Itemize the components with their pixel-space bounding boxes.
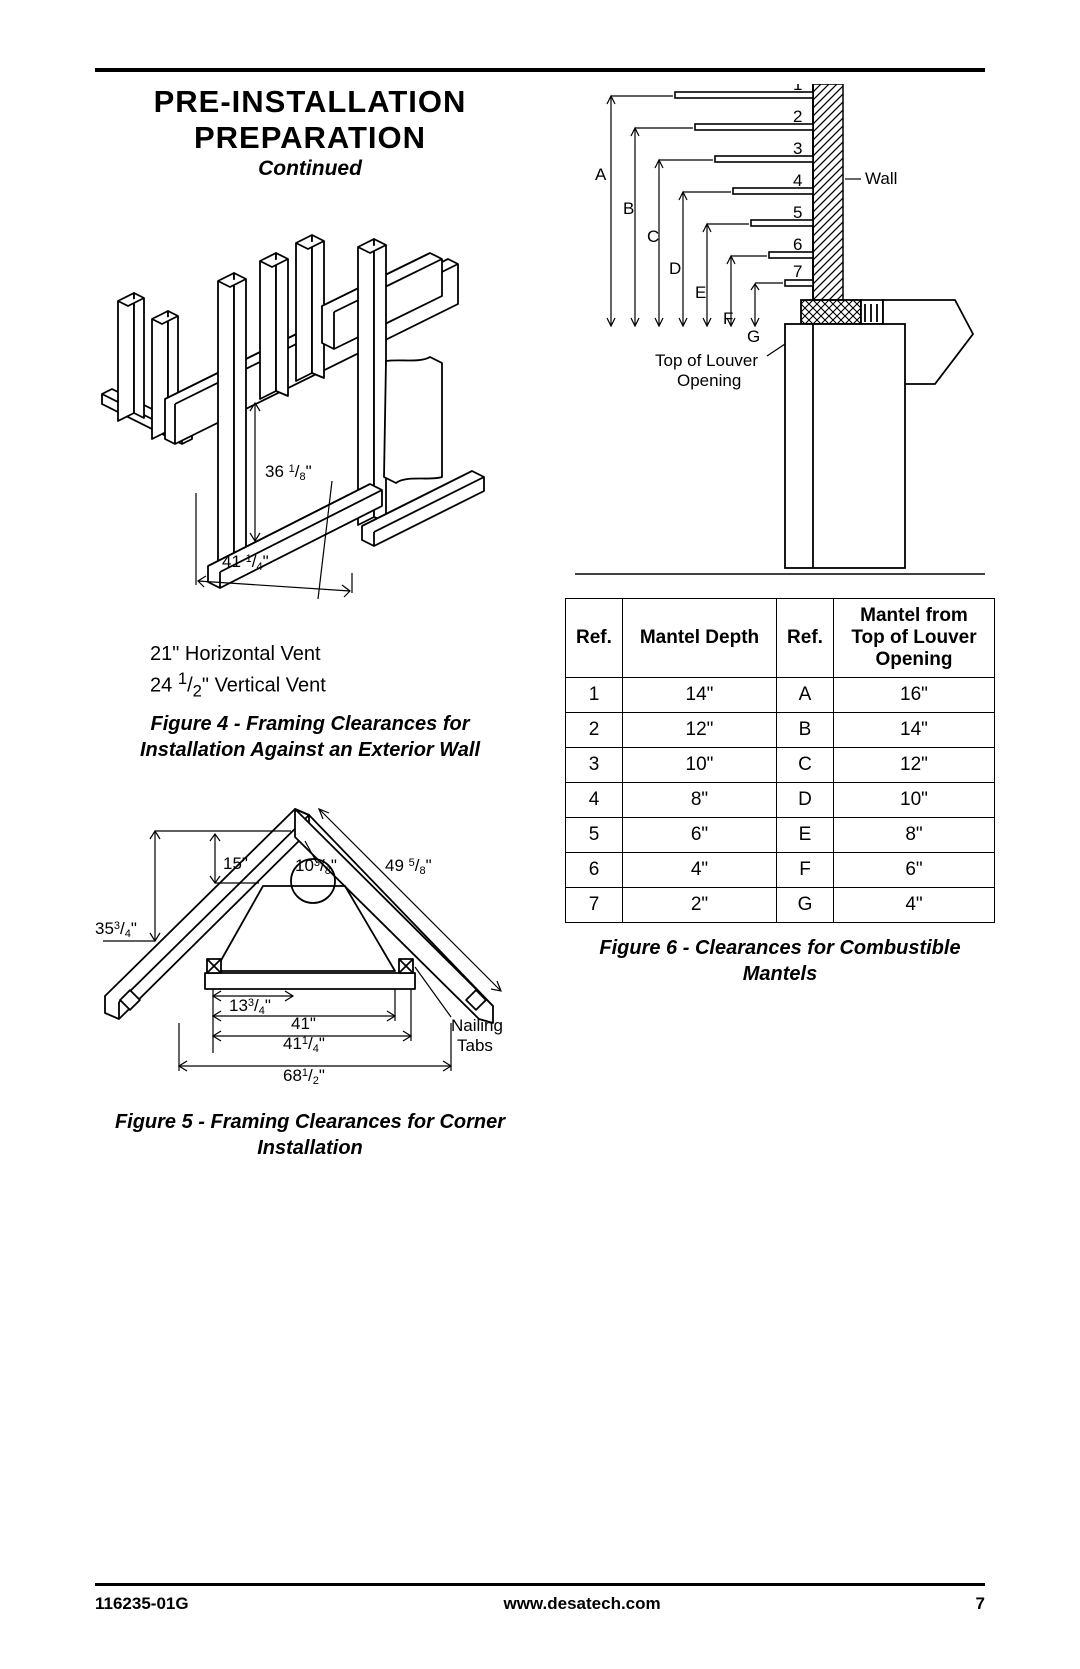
page-title: PRE-INSTALLATION PREPARATION <box>95 84 525 155</box>
svg-text:36 1/8": 36 1/8" <box>265 462 312 483</box>
figure-5-caption: Figure 5 - Framing Clearances for Corner… <box>95 1109 525 1161</box>
vent-note-horizontal: 21" Horizontal Vent <box>150 641 525 668</box>
svg-text:411/4": 411/4" <box>283 1034 325 1055</box>
svg-text:41 1/4": 41 1/4" <box>222 552 269 573</box>
svg-text:5: 5 <box>793 203 802 222</box>
svg-text:3: 3 <box>793 139 802 158</box>
left-column: PRE-INSTALLATION PREPARATION Continued <box>95 84 525 1161</box>
svg-text:6: 6 <box>793 235 802 254</box>
svg-text:103/8": 103/8" <box>295 856 337 877</box>
table-row: 212"B14" <box>566 713 995 748</box>
svg-text:C: C <box>647 227 659 246</box>
table-row: 114"A16" <box>566 678 995 713</box>
figure-6-caption: Figure 6 - Clearances for Combustible Ma… <box>565 935 995 987</box>
svg-text:4: 4 <box>793 171 802 190</box>
figure-4-diagram: 36 1/8" 41 1/4" <box>100 181 520 641</box>
svg-text:Nailing: Nailing <box>451 1016 503 1035</box>
svg-text:15": 15" <box>223 854 248 873</box>
right-column: 1 2 3 4 5 6 7 <box>565 84 995 1161</box>
page-footer: 116235-01G www.desatech.com 7 <box>95 1583 985 1614</box>
svg-text:E: E <box>695 283 706 302</box>
svg-text:Opening: Opening <box>677 371 741 390</box>
figure-5-diagram: 353/4" 15" 103/8" 49 5/8" <box>95 791 525 1101</box>
table-row: 56"E8" <box>566 818 995 853</box>
figure-6-diagram: 1 2 3 4 5 6 7 <box>565 84 995 584</box>
footer-url: www.desatech.com <box>503 1594 660 1614</box>
svg-text:49 5/8": 49 5/8" <box>385 856 432 877</box>
continued-label: Continued <box>95 157 525 181</box>
vent-note-vertical: 24 1/2" Vertical Vent <box>150 668 525 703</box>
th-opening: Mantel from Top of Louver Opening <box>833 599 994 678</box>
th-depth: Mantel Depth <box>622 599 776 678</box>
svg-text:681/2": 681/2" <box>283 1066 325 1087</box>
svg-text:G: G <box>747 327 760 346</box>
th-ref1: Ref. <box>566 599 623 678</box>
svg-text:F: F <box>723 309 733 328</box>
svg-text:Top of Louver: Top of Louver <box>655 351 758 370</box>
svg-text:Tabs: Tabs <box>457 1036 493 1055</box>
mantel-clearance-table: Ref. Mantel Depth Ref. Mantel from Top o… <box>565 598 995 923</box>
th-ref2: Ref. <box>777 599 834 678</box>
doc-number: 116235-01G <box>95 1594 189 1614</box>
table-row: 310"C12" <box>566 748 995 783</box>
svg-text:A: A <box>595 165 607 184</box>
top-rule <box>95 68 985 72</box>
mantel-table-body: 114"A16" 212"B14" 310"C12" 48"D10" 56"E8… <box>566 678 995 923</box>
figure-4-vent-notes: 21" Horizontal Vent 24 1/2" Vertical Ven… <box>150 641 525 703</box>
svg-text:133/4": 133/4" <box>229 996 271 1017</box>
content-columns: PRE-INSTALLATION PREPARATION Continued <box>95 84 985 1161</box>
svg-text:41": 41" <box>291 1014 316 1033</box>
svg-text:7: 7 <box>793 262 802 281</box>
svg-text:2: 2 <box>793 107 802 126</box>
svg-text:1: 1 <box>793 84 802 94</box>
page-number: 7 <box>976 1594 985 1614</box>
title-line-1: PRE-INSTALLATION <box>154 84 467 119</box>
svg-text:Wall: Wall <box>865 169 897 188</box>
title-line-2: PREPARATION <box>194 120 426 155</box>
table-row: 48"D10" <box>566 783 995 818</box>
table-row: 72"G4" <box>566 888 995 923</box>
figure-4-caption: Figure 4 - Framing Clearances for Instal… <box>95 711 525 763</box>
svg-text:D: D <box>669 259 681 278</box>
svg-text:353/4": 353/4" <box>95 919 137 940</box>
svg-text:B: B <box>623 199 634 218</box>
table-row: 64"F6" <box>566 853 995 888</box>
